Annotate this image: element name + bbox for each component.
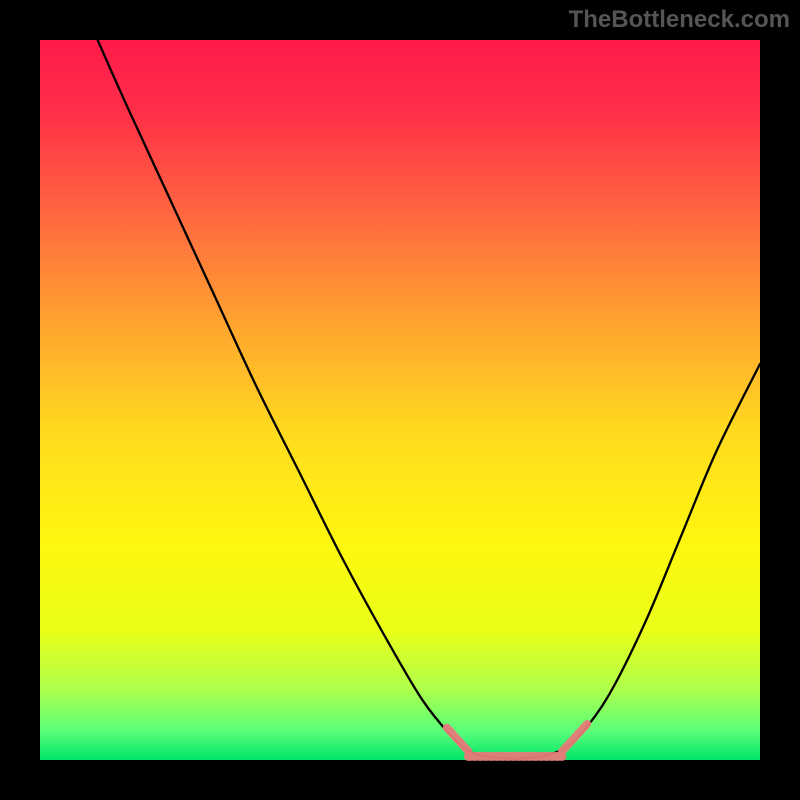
- watermark-text: TheBottleneck.com: [569, 6, 790, 34]
- gradient-background: [40, 40, 760, 760]
- chart-svg: [0, 0, 800, 800]
- chart-canvas: TheBottleneck.com: [0, 0, 800, 800]
